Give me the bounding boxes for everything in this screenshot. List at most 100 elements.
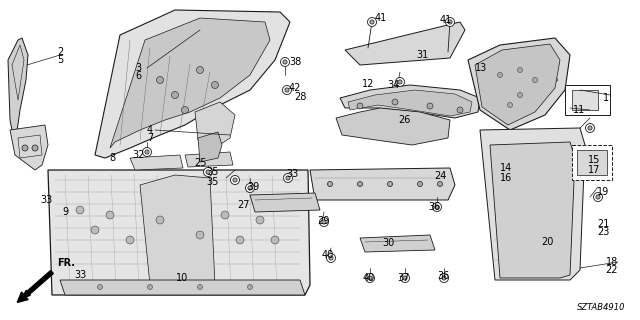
Circle shape — [206, 170, 210, 174]
Polygon shape — [565, 85, 610, 115]
Text: 8: 8 — [109, 153, 115, 163]
Circle shape — [143, 148, 152, 156]
Circle shape — [392, 99, 398, 105]
Circle shape — [156, 216, 164, 224]
Circle shape — [126, 236, 134, 244]
Text: 26: 26 — [398, 115, 410, 125]
Circle shape — [319, 218, 328, 227]
Text: 33: 33 — [40, 195, 52, 205]
Polygon shape — [340, 85, 480, 118]
Text: 28: 28 — [294, 92, 306, 102]
Text: 13: 13 — [475, 63, 487, 73]
Polygon shape — [572, 145, 612, 180]
Text: 33: 33 — [74, 270, 86, 280]
Circle shape — [145, 150, 149, 154]
Circle shape — [593, 193, 602, 202]
Circle shape — [365, 274, 374, 283]
Text: 14: 14 — [500, 163, 512, 173]
Polygon shape — [10, 125, 48, 170]
Text: 27: 27 — [237, 200, 249, 210]
Text: 32: 32 — [132, 150, 144, 160]
Circle shape — [97, 284, 102, 290]
Text: 1: 1 — [603, 93, 609, 103]
Polygon shape — [468, 38, 570, 130]
Circle shape — [221, 211, 229, 219]
Text: 42: 42 — [289, 83, 301, 93]
Circle shape — [448, 20, 452, 24]
Circle shape — [280, 58, 289, 67]
Circle shape — [497, 73, 502, 77]
Circle shape — [435, 205, 439, 209]
Circle shape — [396, 77, 404, 86]
Polygon shape — [310, 168, 455, 200]
Polygon shape — [60, 280, 305, 295]
Polygon shape — [110, 18, 270, 148]
Circle shape — [204, 167, 212, 177]
Text: 18: 18 — [606, 257, 618, 267]
Text: 4: 4 — [147, 125, 153, 135]
Text: 3: 3 — [135, 63, 141, 73]
Circle shape — [157, 76, 163, 84]
Text: 24: 24 — [434, 171, 446, 181]
Circle shape — [328, 181, 333, 187]
Polygon shape — [475, 44, 560, 125]
Polygon shape — [348, 90, 472, 116]
Circle shape — [433, 203, 442, 212]
Polygon shape — [95, 10, 290, 158]
Circle shape — [32, 145, 38, 151]
Circle shape — [106, 211, 114, 219]
Circle shape — [508, 102, 513, 108]
Circle shape — [532, 77, 538, 83]
Text: 38: 38 — [289, 57, 301, 67]
Polygon shape — [140, 175, 215, 285]
Text: 31: 31 — [416, 50, 428, 60]
Circle shape — [22, 145, 28, 151]
Polygon shape — [572, 90, 598, 110]
Circle shape — [248, 284, 253, 290]
Polygon shape — [360, 235, 435, 252]
Text: 9: 9 — [62, 207, 68, 217]
Circle shape — [398, 80, 402, 84]
Circle shape — [357, 103, 363, 109]
Circle shape — [286, 176, 290, 180]
Circle shape — [236, 236, 244, 244]
Circle shape — [282, 85, 291, 94]
Circle shape — [427, 103, 433, 109]
Polygon shape — [48, 170, 310, 295]
Circle shape — [147, 284, 152, 290]
Polygon shape — [577, 150, 607, 175]
Circle shape — [322, 220, 326, 224]
Text: 41: 41 — [375, 13, 387, 23]
Circle shape — [518, 68, 522, 73]
Text: 22: 22 — [605, 265, 618, 275]
Circle shape — [211, 82, 218, 89]
Text: 25: 25 — [194, 158, 206, 168]
Circle shape — [76, 206, 84, 214]
Circle shape — [233, 178, 237, 182]
Circle shape — [403, 276, 407, 280]
Text: 15: 15 — [588, 155, 600, 165]
Circle shape — [196, 231, 204, 239]
Text: 21: 21 — [597, 219, 609, 229]
Circle shape — [91, 226, 99, 234]
Text: 6: 6 — [135, 71, 141, 81]
Circle shape — [230, 175, 239, 185]
Circle shape — [271, 236, 279, 244]
Polygon shape — [198, 132, 222, 162]
Polygon shape — [345, 22, 465, 65]
Polygon shape — [336, 108, 450, 145]
Circle shape — [256, 216, 264, 224]
Text: 34: 34 — [387, 80, 399, 90]
Circle shape — [284, 173, 292, 182]
Text: FR.: FR. — [57, 258, 75, 268]
Text: 41: 41 — [440, 15, 452, 25]
Polygon shape — [480, 128, 585, 280]
Polygon shape — [195, 102, 235, 148]
Text: 36: 36 — [437, 271, 449, 281]
Text: 10: 10 — [176, 273, 188, 283]
Polygon shape — [490, 142, 575, 278]
Circle shape — [457, 107, 463, 113]
Text: 23: 23 — [597, 227, 609, 237]
Polygon shape — [185, 152, 233, 167]
Text: 40: 40 — [322, 250, 334, 260]
